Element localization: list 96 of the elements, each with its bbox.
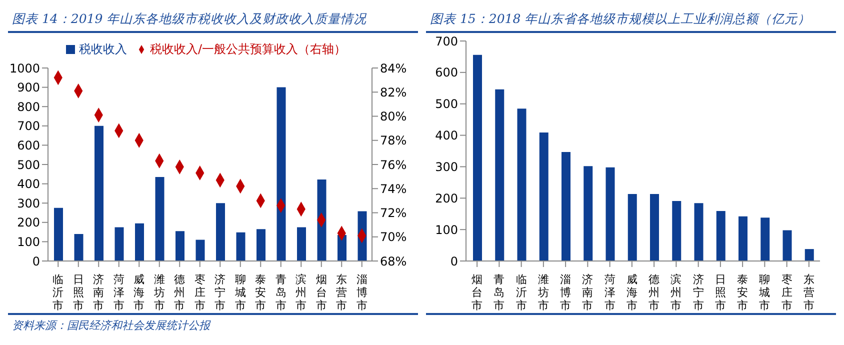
bar [473, 54, 482, 261]
y-tick-label: 400 [17, 177, 40, 192]
x-tick-label: 潍坊市 [536, 273, 549, 312]
y-tick-label: 400 [435, 128, 458, 143]
legend-label: 税收收入/一般公共预算收入（右轴） [150, 42, 346, 56]
y2-tick-label: 76% [380, 158, 407, 172]
x-tick-label: 聊城市 [758, 273, 770, 312]
bar [94, 126, 104, 261]
x-tick-label: 青岛市 [275, 273, 286, 312]
x-tick-label: 枣庄市 [194, 273, 206, 312]
x-tick-label: 泰安市 [255, 273, 266, 312]
bar [782, 230, 792, 261]
y-tick-label: 700 [17, 119, 40, 134]
x-tick-label: 东营市 [803, 273, 814, 312]
legend-label: 税收收入 [78, 42, 127, 56]
bar [760, 218, 770, 261]
bar [738, 216, 748, 261]
x-tick-label: 济宁市 [692, 273, 704, 312]
x-tick-label: 德州市 [174, 273, 186, 312]
y2-tick-label: 74% [380, 182, 407, 196]
bar [517, 108, 526, 261]
x-tick-label: 威海市 [134, 273, 145, 312]
x-tick-label: 淄博市 [560, 273, 572, 312]
x-tick-label: 德州市 [648, 273, 660, 312]
bar [804, 249, 814, 261]
chart-title: 图表 15：2018 年山东省各地级市规模以上工业利润总额（亿元） [426, 8, 836, 33]
y-tick-label: 900 [17, 80, 40, 95]
bar [628, 194, 637, 261]
x-tick-label: 济南市 [93, 273, 104, 312]
bar [135, 223, 144, 261]
bar [216, 203, 225, 261]
chart-title: 图表 14：2019 年山东各地级市税收收入及财政收入质量情况 [8, 8, 418, 33]
x-tick-label: 泰安市 [737, 273, 748, 312]
y-tick-label: 500 [435, 97, 458, 112]
y-tick-label: 600 [435, 66, 458, 80]
bar [256, 229, 266, 261]
y2-tick-label: 82% [380, 85, 407, 100]
bar [495, 89, 504, 261]
x-tick-label: 青岛市 [494, 273, 505, 312]
y-tick-label: 100 [17, 234, 40, 249]
text: 资料来源：国民经济和社会发展统计公报 [12, 318, 212, 333]
x-tick-label: 日照市 [72, 273, 84, 312]
y2-tick-label: 72% [380, 206, 407, 220]
bar [672, 200, 682, 261]
x-tick-label: 烟台市 [472, 273, 483, 312]
y2-tick-label: 84% [380, 61, 407, 76]
bar [276, 87, 286, 261]
y2-tick-label: 78% [380, 134, 407, 148]
y-tick-label: 300 [17, 196, 40, 210]
y-tick-label: 0 [32, 254, 40, 268]
bar [114, 227, 124, 261]
bar [196, 240, 205, 261]
bar [562, 152, 570, 261]
x-tick-label: 东营市 [336, 273, 348, 312]
bar [54, 208, 63, 261]
y-tick-label: 700 [435, 34, 458, 48]
x-tick-label: 临沂市 [52, 273, 64, 312]
x-tick-label: 淄博市 [356, 273, 368, 312]
x-tick-label: 潍坊市 [152, 273, 165, 312]
bar [694, 203, 704, 261]
bar [539, 132, 548, 261]
y2-tick-label: 70% [380, 230, 407, 244]
y-tick-label: 200 [17, 216, 40, 230]
bar [338, 234, 346, 261]
bar [584, 166, 593, 261]
x-tick-label: 菏泽市 [604, 273, 616, 312]
x-tick-label: 烟台市 [316, 273, 327, 312]
y-tick-label: 500 [17, 158, 40, 172]
y-tick-label: 0 [450, 254, 458, 268]
bar [236, 232, 246, 261]
bar [297, 227, 306, 261]
y-tick-label: 1000 [9, 61, 40, 76]
y-tick-label: 100 [435, 222, 458, 237]
x-tick-label: 菏泽市 [113, 273, 124, 312]
bar [74, 234, 84, 261]
x-tick-label: 枣庄市 [781, 273, 792, 312]
x-tick-label: 聊城市 [234, 273, 246, 312]
x-tick-label: 滨州市 [296, 273, 307, 312]
x-tick-label: 滨州市 [670, 273, 682, 312]
y2-tick-label: 68% [380, 254, 407, 268]
x-tick-label: 济宁市 [214, 273, 226, 312]
y2-tick-label: 80% [380, 110, 407, 124]
bar [606, 167, 615, 261]
bar [317, 180, 326, 261]
bar [176, 231, 184, 261]
y-tick-label: 600 [17, 138, 40, 152]
x-tick-label: 日照市 [714, 273, 726, 312]
bar [650, 194, 659, 261]
bar [716, 211, 726, 261]
x-tick-label: 威海市 [626, 273, 638, 312]
y-tick-label: 800 [17, 100, 40, 114]
y-tick-label: 200 [435, 191, 458, 206]
x-tick-label: 济南市 [582, 273, 594, 312]
x-tick-label: 临沂市 [516, 273, 527, 312]
bar [155, 177, 164, 261]
y-tick-label: 300 [435, 160, 458, 174]
